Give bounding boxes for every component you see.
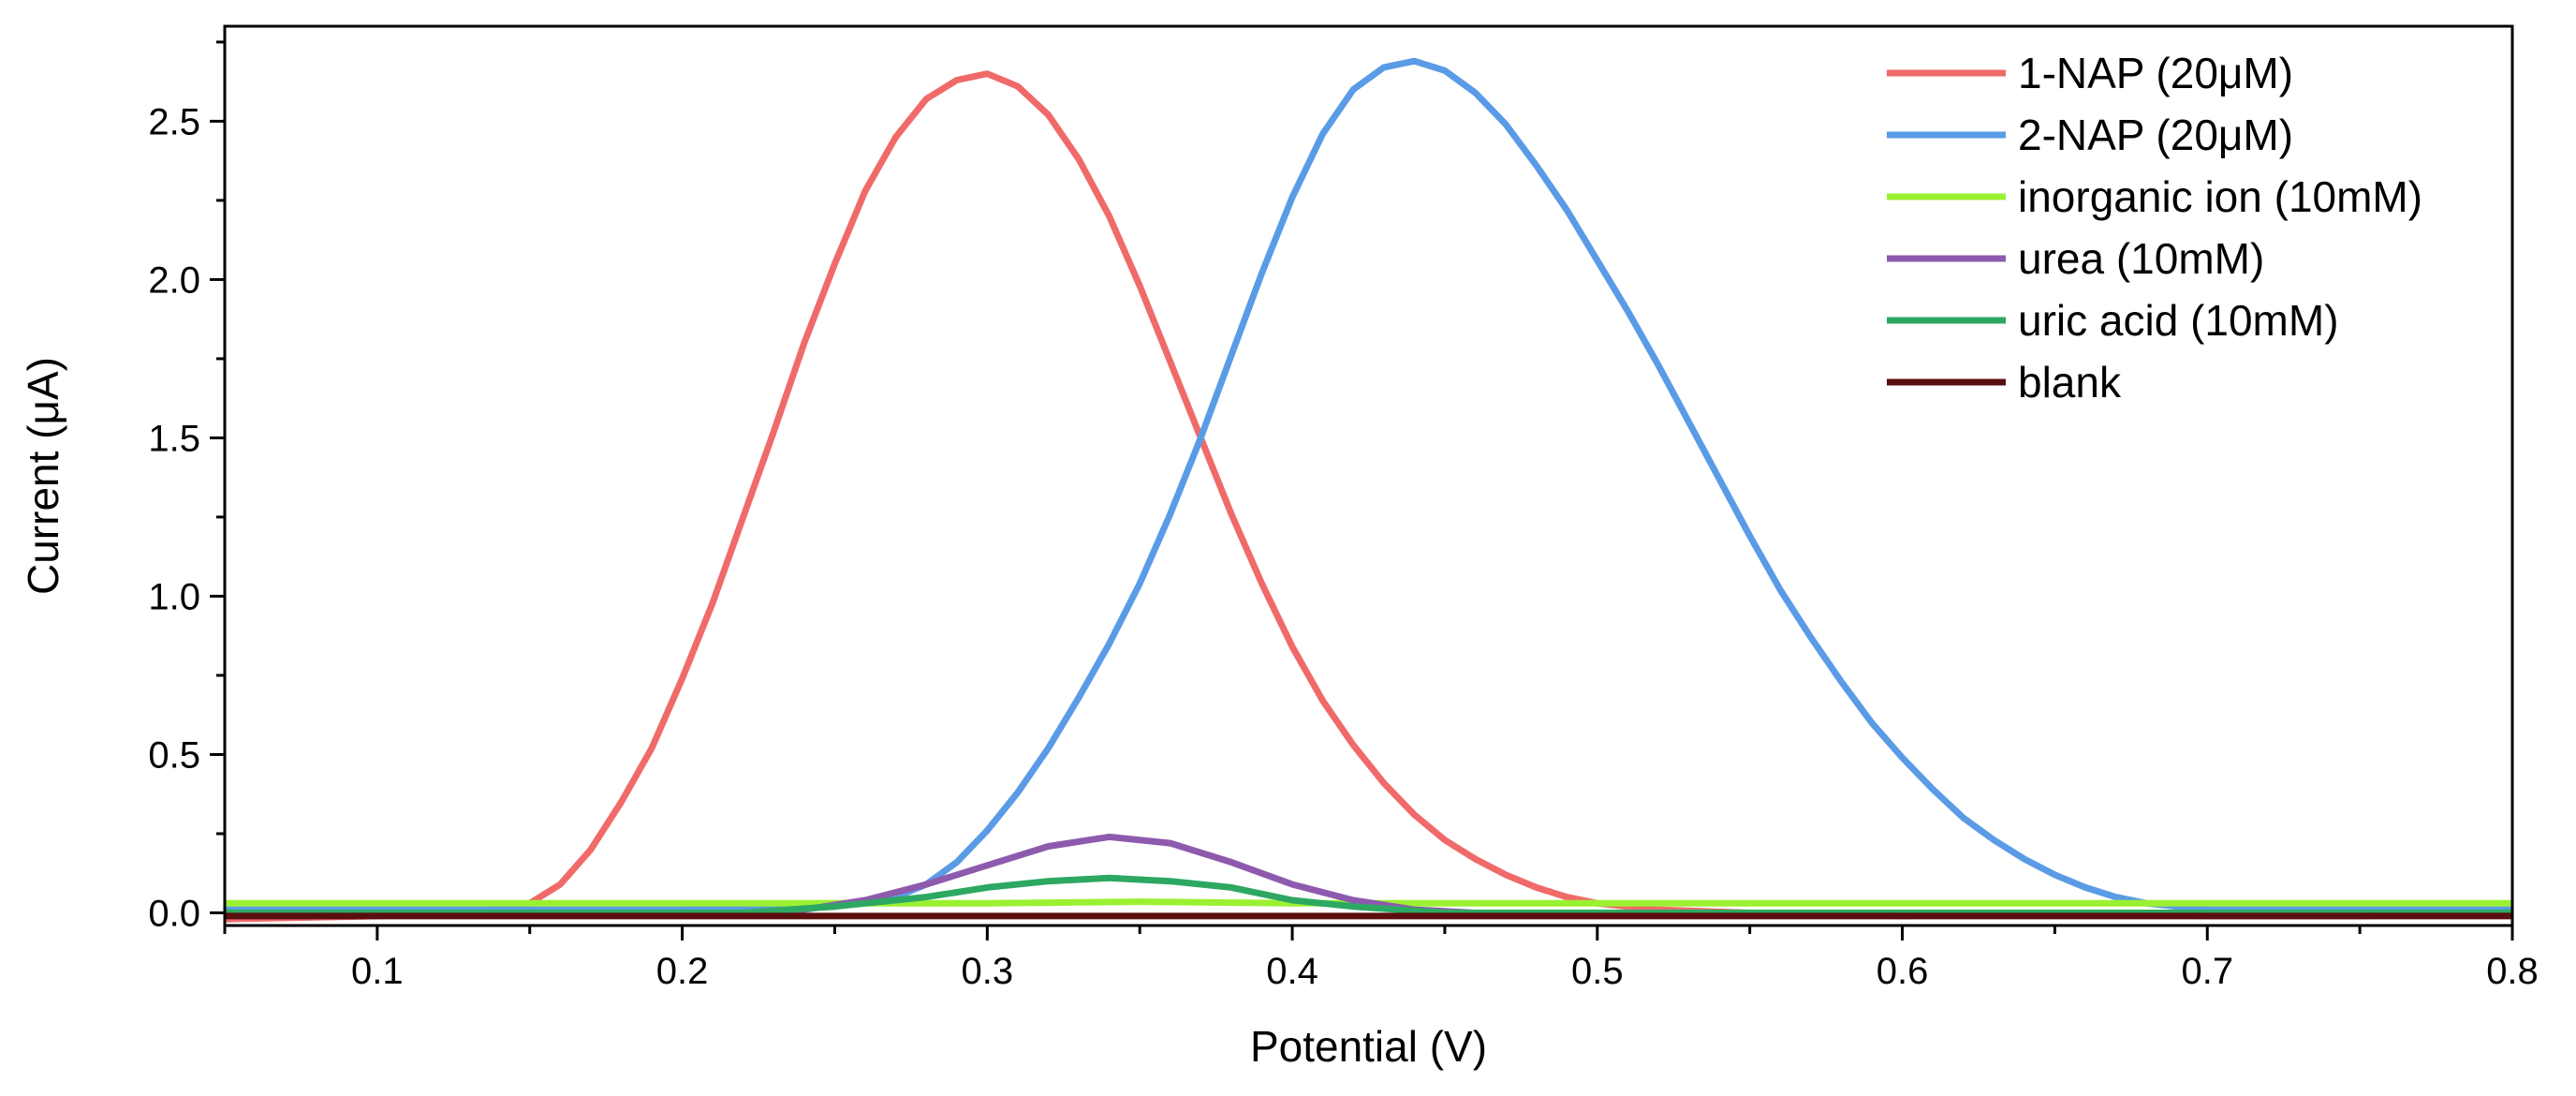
series-line-uric-acid-10mm [225,874,2512,916]
y-tick-label: 1.0 [148,576,200,617]
x-tick-label: 0.2 [656,951,709,992]
y-tick-label: 0.0 [148,893,200,934]
x-tick-label: 0.7 [2181,951,2233,992]
legend-label-2-nap-20-m: 2-NAP (20μM) [2018,111,2293,159]
y-tick-label: 0.5 [148,734,200,776]
legend-label-inorganic-ion-10mm: inorganic ion (10mM) [2018,172,2422,221]
x-tick-label: 0.4 [1266,951,1318,992]
series-layer [225,57,2512,923]
plot-frame [223,24,2514,927]
y-tick-label: 2.5 [148,101,200,142]
y-axis-title: Current (μA) [19,357,67,595]
legend-label-blank: blank [2018,358,2122,407]
x-axis-title: Potential (V) [1250,1022,1487,1071]
legend-label-uric-acid-10mm: uric acid (10mM) [2018,296,2339,345]
y-tick-label: 2.0 [148,259,200,301]
y-tick-label: 1.5 [148,418,200,459]
series-line-2-nap-20-m [225,57,2512,913]
x-tick-label: 0.8 [2486,951,2539,992]
legend: 1-NAP (20μM) 2-NAP (20μM) inorganic ion (1… [1887,49,2422,407]
x-tick-label: 0.3 [962,951,1014,992]
x-tick-label: 0.5 [1571,951,1624,992]
ticks-layer: 0.1 0.2 0.3 0.4 0.5 0.6 0.7 0.8 0.0 0.5 1.0 1.5 2.0 2… [148,40,2539,992]
x-tick-label: 0.1 [351,951,404,992]
x-tick-label: 0.6 [1877,951,1929,992]
legend-label-urea-10mm: urea (10mM) [2018,234,2264,283]
legend-label-1-nap-20-m: 1-NAP (20μM) [2018,49,2293,97]
